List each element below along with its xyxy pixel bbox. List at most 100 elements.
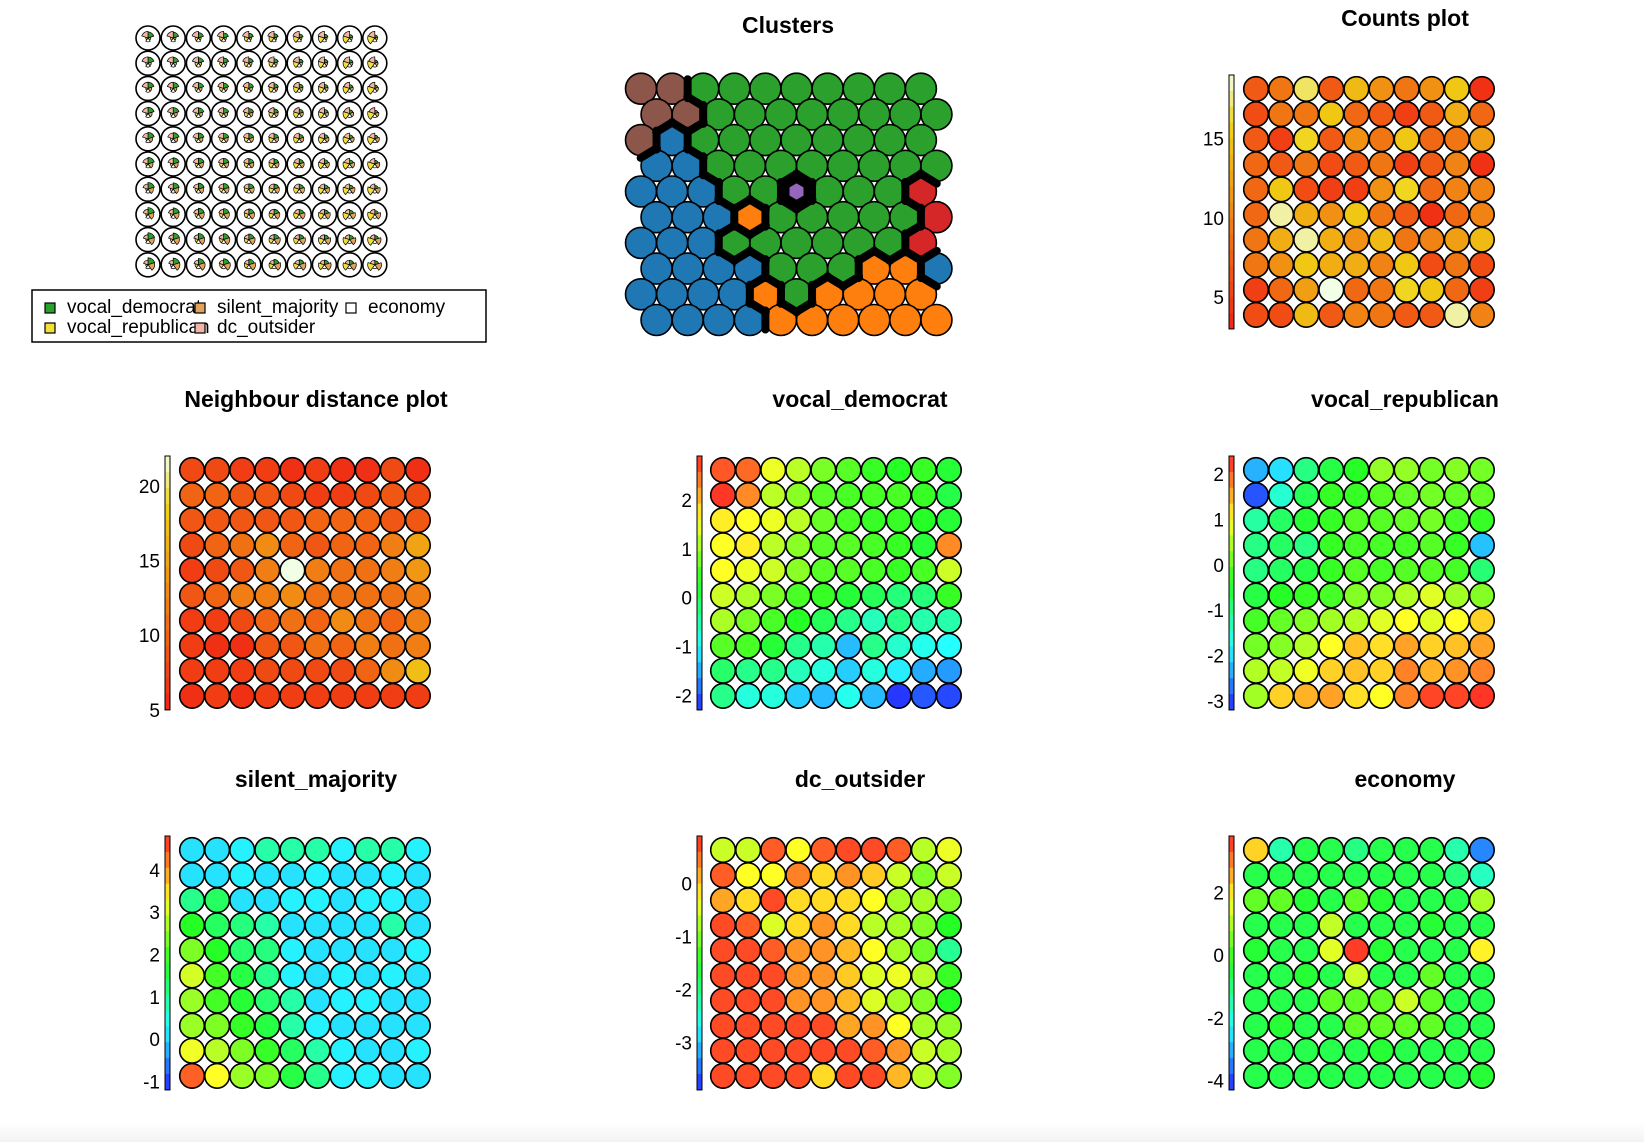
unit-circle <box>279 1062 306 1089</box>
colorbar-segment <box>1229 899 1234 916</box>
panel-dc_outsider: dc_outsider -3 -2 -1 0 <box>675 766 963 1091</box>
unit-circle <box>1267 251 1295 278</box>
unit-circle <box>178 632 206 659</box>
unit-circle <box>860 1037 887 1064</box>
codes-wedge <box>342 31 350 39</box>
unit-circle <box>178 912 206 939</box>
unit-circle <box>835 607 862 634</box>
unit-circle <box>1267 607 1295 634</box>
codes-wedge <box>344 183 350 190</box>
unit-circle <box>1468 507 1495 534</box>
unit-circle <box>1368 301 1395 329</box>
colorbar-segment <box>165 1010 170 1027</box>
unit-circle <box>935 1037 963 1064</box>
unit-circle <box>379 1037 406 1064</box>
unit-circle <box>835 1062 862 1089</box>
unit-circle <box>1267 1012 1295 1039</box>
panel-title: vocal_republican <box>1311 386 1499 412</box>
unit-circle <box>1468 226 1495 253</box>
codes-wedge <box>298 136 305 143</box>
unit-circle <box>1468 1037 1495 1064</box>
unit-circle <box>1293 1037 1320 1064</box>
codes-wedge <box>168 259 174 266</box>
unit-circle <box>785 836 812 864</box>
codes-wedge <box>145 37 151 43</box>
unit-circle <box>1468 557 1495 584</box>
colorbar-segment <box>165 1042 170 1059</box>
unit-circle <box>329 987 356 1014</box>
unit-circle <box>1393 937 1420 964</box>
colorbar-tick: -1 <box>143 1072 160 1093</box>
colorbar-tick: -2 <box>1207 1009 1224 1030</box>
codes-wedge <box>374 136 380 143</box>
unit-circle <box>1418 507 1445 534</box>
unit-circle <box>935 557 963 584</box>
unit-circle <box>1267 301 1295 329</box>
unit-circle <box>785 482 812 509</box>
unit-circle <box>709 1037 737 1064</box>
codes-wedge <box>217 81 224 89</box>
unit-circle <box>229 482 256 509</box>
unit-circle <box>1468 912 1495 939</box>
codes-wedge <box>243 259 250 266</box>
unit-circle <box>709 987 737 1014</box>
unit-circle <box>1267 962 1295 989</box>
unit-circle <box>178 861 206 889</box>
unit-circle <box>1368 151 1395 178</box>
codes-wedge <box>218 208 224 215</box>
unit-circle <box>835 1037 862 1064</box>
codes-wedge <box>318 107 325 115</box>
unit-circle <box>1343 682 1370 710</box>
unit-circle <box>1318 176 1345 203</box>
unit-circle <box>1468 100 1495 128</box>
unit-circle <box>935 962 963 989</box>
unit-circle <box>379 507 406 534</box>
codes-wedge <box>273 162 280 169</box>
unit-circle <box>1267 176 1295 203</box>
unit-circle <box>354 937 381 964</box>
colorbar-segment <box>165 567 170 584</box>
unit-circle <box>229 507 256 534</box>
unit-circle <box>835 912 862 939</box>
codes-wedge <box>192 158 199 165</box>
unit-circle <box>1468 251 1495 278</box>
codes-wedge <box>142 234 149 241</box>
unit-circle <box>1267 912 1295 939</box>
unit-circle <box>1368 1062 1395 1089</box>
unit-circle <box>810 682 837 710</box>
unit-circle <box>379 912 406 939</box>
unit-circle <box>1393 1012 1420 1039</box>
unit-circle <box>1418 151 1445 178</box>
codes-wedge <box>268 208 275 215</box>
unit-circle <box>1418 226 1445 253</box>
unit-circle <box>1418 301 1445 329</box>
unit-circle <box>910 987 937 1014</box>
unit-circle <box>279 1012 306 1039</box>
unit-circle <box>178 1037 206 1064</box>
colorbar-tick: 15 <box>139 552 160 573</box>
unit-circle <box>354 482 381 509</box>
unit-circle <box>910 456 937 484</box>
colorbar-segment <box>1229 1042 1234 1059</box>
legend-swatch <box>194 322 206 334</box>
unit-circle <box>1293 632 1320 659</box>
unit-circle <box>1368 276 1395 303</box>
codes-wedge <box>172 187 179 195</box>
unit-circle <box>254 1012 281 1039</box>
unit-circle <box>1343 987 1370 1014</box>
colorbar-segment <box>1229 471 1234 489</box>
colorbar-frame <box>1228 455 1235 711</box>
unit-circle <box>1293 301 1320 329</box>
unit-circle <box>1242 75 1270 103</box>
unit-circle <box>1343 1037 1370 1064</box>
codes-wedge <box>145 163 151 169</box>
unit-circle <box>379 836 406 864</box>
unit-circle <box>935 1062 963 1089</box>
codes-wedge <box>192 183 199 190</box>
unit-circle <box>810 937 837 964</box>
codes-wedge <box>344 234 350 241</box>
unit-circle <box>204 912 231 939</box>
colorbar-segment <box>165 694 170 711</box>
unit-circle <box>1468 1062 1495 1089</box>
codes-wedge <box>145 87 151 93</box>
